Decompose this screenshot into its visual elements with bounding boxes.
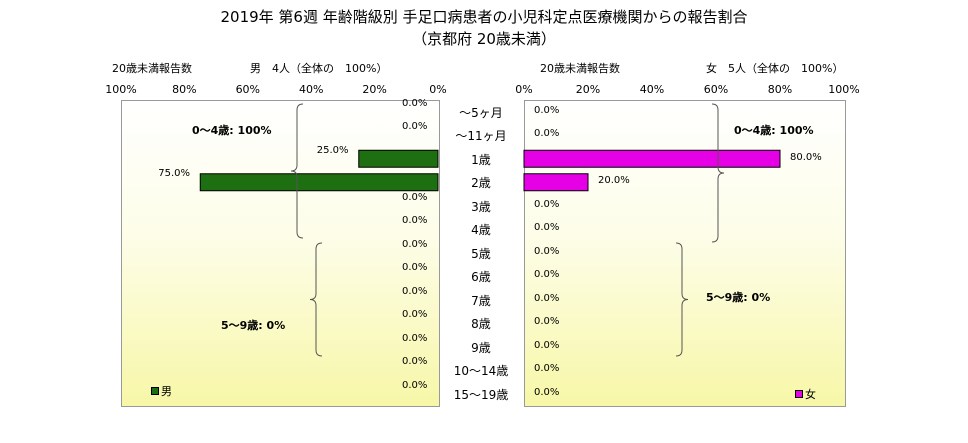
left-brace-0-4 (290, 103, 304, 239)
female-value-label: 0.0% (534, 198, 560, 210)
right-tick-label: 20% (575, 83, 601, 96)
female-value-label: 0.0% (534, 292, 560, 304)
female-value-label: 0.0% (534, 269, 560, 281)
left-tick-label: 100% (105, 83, 137, 96)
category-label: 6歳 (471, 270, 491, 285)
left-header-total: 男 4人（全体の 100%） (250, 62, 388, 75)
female-value-label: 0.0% (534, 363, 560, 375)
category-label: 15～19歳 (453, 387, 509, 402)
male-bar (199, 173, 439, 192)
category-label: 10～14歳 (453, 364, 509, 379)
male-legend-label: 男 (161, 385, 172, 398)
left-legend: 男 (151, 383, 172, 399)
left-tick-label: 40% (298, 83, 324, 96)
left-header-label: 20歳未満報告数 (112, 62, 192, 75)
category-label: ～11ヶ月 (455, 129, 507, 144)
female-legend-swatch (795, 390, 803, 398)
right-brace-0-4 (711, 103, 725, 243)
male-value-label: 0.0% (402, 285, 428, 297)
right-brace-5-9 (675, 242, 689, 357)
male-value-label: 0.0% (402, 97, 428, 109)
male-value-label: 75.0% (158, 168, 191, 180)
right-group-note-0-4: 0～4歳: 100% (734, 124, 814, 137)
male-value-label: 25.0% (316, 144, 349, 156)
left-tick-label: 0% (429, 83, 447, 96)
female-value-label: 0.0% (534, 339, 560, 351)
female-value-label: 0.0% (534, 316, 560, 328)
female-value-label: 20.0% (598, 175, 630, 187)
male-legend-swatch (151, 387, 159, 395)
right-tick-label: 100% (828, 83, 860, 96)
female-value-label: 0.0% (534, 128, 560, 140)
female-legend-label: 女 (805, 388, 816, 401)
right-header-total: 女 5人（全体の 100%） (706, 62, 844, 75)
category-label: ～5ヶ月 (459, 105, 503, 120)
male-value-label: 0.0% (402, 238, 428, 250)
left-group-note-0-4: 0～4歳: 100% (192, 124, 272, 137)
female-value-label: 0.0% (534, 222, 560, 234)
category-label: 9歳 (471, 340, 491, 355)
left-tick-label: 60% (235, 83, 261, 96)
right-tick-label: 60% (703, 83, 729, 96)
left-group-note-5-9: 5～9歳: 0% (221, 319, 286, 332)
category-label: 2歳 (471, 176, 491, 191)
male-value-label: 0.0% (402, 121, 428, 133)
right-header-label: 20歳未満報告数 (540, 62, 620, 75)
chart-title: 2019年 第6週 年齢階級別 手足口病患者の小児科定点医療機関からの報告割合 (220, 8, 748, 26)
male-value-label: 0.0% (402, 262, 428, 274)
male-value-label: 0.0% (402, 191, 428, 203)
female-value-label: 80.0% (790, 151, 822, 163)
right-tick-label: 40% (639, 83, 665, 96)
chart-subtitle: （京都府 20歳未満） (412, 30, 556, 48)
male-value-label: 0.0% (402, 215, 428, 227)
left-tick-label: 20% (362, 83, 387, 96)
category-label: 4歳 (471, 223, 491, 238)
right-group-note-5-9: 5～9歳: 0% (706, 291, 771, 304)
male-value-label: 0.0% (402, 379, 428, 391)
male-value-label: 0.0% (402, 332, 428, 344)
right-tick-label: 0% (515, 83, 533, 96)
female-bar (523, 149, 781, 168)
category-label: 1歳 (471, 152, 491, 167)
left-brace-5-9 (309, 242, 323, 357)
right-tick-label: 80% (767, 83, 793, 96)
category-label: 8歳 (471, 317, 491, 332)
female-bar (523, 173, 589, 192)
male-value-label: 0.0% (402, 309, 428, 321)
category-label: 3歳 (471, 199, 491, 214)
category-label: 5歳 (471, 246, 491, 261)
right-legend: 女 (795, 386, 816, 402)
male-value-label: 0.0% (402, 356, 428, 368)
male-bar (358, 149, 439, 168)
female-value-label: 0.0% (534, 104, 560, 116)
female-value-label: 0.0% (534, 245, 560, 257)
category-label: 7歳 (471, 293, 491, 308)
female-value-label: 0.0% (534, 386, 560, 398)
left-tick-label: 80% (172, 83, 197, 96)
